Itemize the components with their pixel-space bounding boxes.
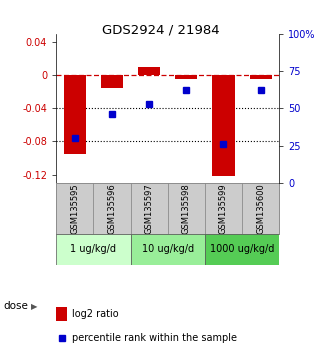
Text: GDS2924 / 21984: GDS2924 / 21984 xyxy=(102,23,219,36)
FancyBboxPatch shape xyxy=(131,234,205,265)
Text: GSM135600: GSM135600 xyxy=(256,183,265,234)
Text: ▶: ▶ xyxy=(30,302,37,311)
Bar xyxy=(213,75,235,176)
Text: log2 ratio: log2 ratio xyxy=(72,309,118,319)
FancyBboxPatch shape xyxy=(242,183,279,234)
FancyBboxPatch shape xyxy=(93,183,131,234)
Bar xyxy=(64,75,86,154)
Text: 1 ug/kg/d: 1 ug/kg/d xyxy=(70,245,116,255)
FancyBboxPatch shape xyxy=(205,234,279,265)
Text: GSM135597: GSM135597 xyxy=(145,183,154,234)
Text: GSM135596: GSM135596 xyxy=(108,183,117,234)
Bar xyxy=(138,67,160,75)
Bar xyxy=(56,307,67,321)
Text: dose: dose xyxy=(3,301,28,311)
Bar xyxy=(101,75,123,87)
FancyBboxPatch shape xyxy=(56,234,131,265)
FancyBboxPatch shape xyxy=(168,183,205,234)
Text: GSM135598: GSM135598 xyxy=(182,183,191,234)
Text: GSM135595: GSM135595 xyxy=(70,183,79,234)
Text: GSM135599: GSM135599 xyxy=(219,183,228,234)
Text: 1000 ug/kg/d: 1000 ug/kg/d xyxy=(210,245,274,255)
Bar xyxy=(249,75,272,79)
Bar xyxy=(175,75,197,79)
Text: percentile rank within the sample: percentile rank within the sample xyxy=(72,332,237,343)
Text: 10 ug/kg/d: 10 ug/kg/d xyxy=(142,245,194,255)
FancyBboxPatch shape xyxy=(205,183,242,234)
FancyBboxPatch shape xyxy=(131,183,168,234)
FancyBboxPatch shape xyxy=(56,183,93,234)
